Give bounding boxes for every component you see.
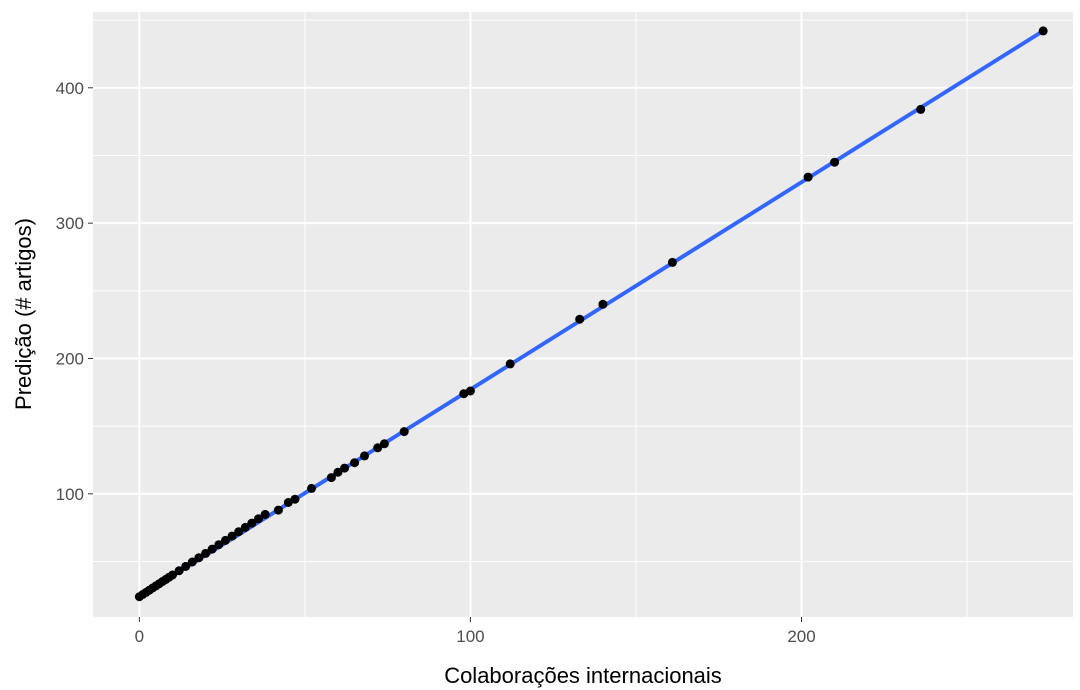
data-point <box>465 386 475 396</box>
data-point <box>667 257 677 267</box>
data-point <box>598 299 608 309</box>
data-point <box>399 427 409 437</box>
data-point <box>168 570 177 580</box>
data-point <box>1038 26 1048 36</box>
data-point <box>830 157 840 167</box>
data-point <box>194 553 204 563</box>
data-point <box>214 540 224 550</box>
y-tick-label: 100 <box>56 485 84 504</box>
x-tick-label: 200 <box>787 627 815 646</box>
data-point <box>340 463 350 473</box>
data-point <box>360 451 369 461</box>
data-point <box>373 443 383 453</box>
data-point <box>916 104 926 114</box>
major-gridlines <box>93 12 1073 617</box>
data-point <box>803 172 813 182</box>
y-axis-title: Predição (# artigos) <box>11 218 36 410</box>
minor-gridlines <box>93 12 1073 617</box>
x-tick-label: 0 <box>135 627 144 646</box>
data-point <box>240 522 250 532</box>
x-tick-label: 100 <box>456 627 484 646</box>
y-tick-label: 400 <box>56 79 84 98</box>
data-point <box>260 509 270 519</box>
data-point <box>201 548 211 558</box>
data-point <box>333 467 343 477</box>
data-points-layer <box>134 26 1048 602</box>
data-point <box>187 557 197 567</box>
data-point <box>174 566 184 576</box>
x-axis-title: Colaborações internacionais <box>444 663 722 688</box>
y-tick-label: 300 <box>56 214 84 233</box>
y-tick-label: 200 <box>56 349 84 368</box>
data-point <box>181 561 191 571</box>
data-point <box>350 458 360 468</box>
data-point <box>247 518 257 528</box>
data-point <box>505 359 515 369</box>
data-point <box>575 314 585 324</box>
data-point <box>307 483 316 493</box>
data-point <box>326 473 336 483</box>
data-point <box>220 535 230 545</box>
data-point <box>273 505 283 515</box>
data-point <box>254 514 263 524</box>
data-point <box>234 527 244 537</box>
data-point <box>283 498 293 507</box>
data-point <box>207 544 217 554</box>
axis-ticks: 0 100 200 100 200 300 400 <box>56 79 816 646</box>
data-point <box>379 439 389 449</box>
data-point <box>227 531 237 541</box>
data-point <box>290 494 300 504</box>
